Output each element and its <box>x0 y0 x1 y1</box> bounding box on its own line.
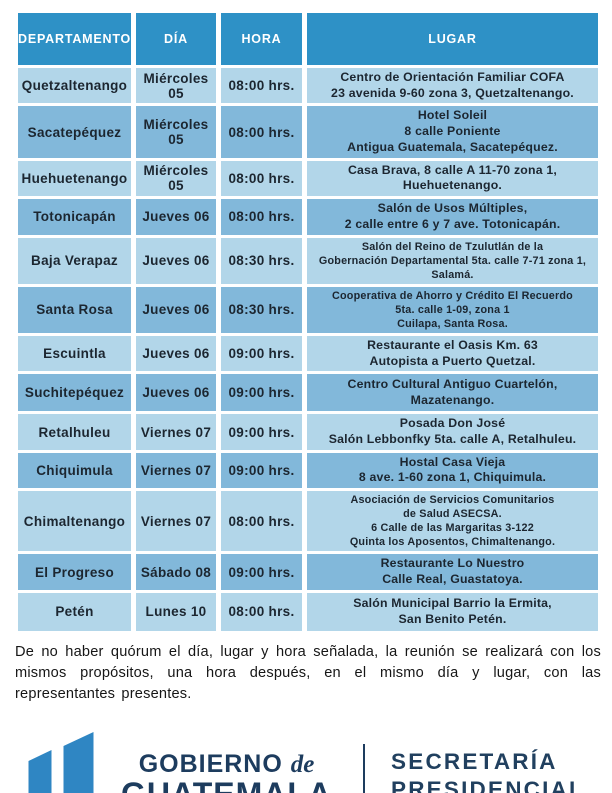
footer-branding: GOBIERNO de GUATEMALA DR. ALEJANDRO GIAM… <box>18 729 595 793</box>
guatemala-word: GUATEMALA <box>118 778 335 793</box>
vertical-divider <box>363 743 366 793</box>
table-row: Huehuetenango Miércoles 05 08:00 hrs. Casa … <box>18 160 598 197</box>
cell-departamento: Totonicapán <box>18 199 131 235</box>
table-header-row: DEPARTAMENTO DÍA HORA LUGAR <box>18 13 598 65</box>
cell-dia: Lunes 10 <box>136 592 216 631</box>
table-row: Petén Lunes 10 08:00 hrs. Salón Municipal B… <box>18 592 598 631</box>
cell-hora: 09:00 hrs. <box>221 335 302 372</box>
cell-departamento: Escuintla <box>18 335 131 372</box>
cell-dia: Viernes 07 <box>136 491 216 552</box>
table-row: El Progreso Sábado 08 09:00 hrs. Restaurant… <box>18 554 598 590</box>
gobierno-logo-text: GOBIERNO de GUATEMALA DR. ALEJANDRO GIAM… <box>118 749 335 793</box>
cell-dia: Viernes 07 <box>136 414 216 450</box>
schedule-table: DEPARTAMENTO DÍA HORA LUGAR Quetzaltenango M… <box>13 10 603 634</box>
table-row: Chiquimula Viernes 07 09:00 hrs. Hostal Cas… <box>18 452 598 489</box>
cell-dia: Miércoles 05 <box>136 68 216 104</box>
cell-hora: 08:30 hrs. <box>221 237 302 284</box>
table-row: Totonicapán Jueves 06 08:00 hrs. Salón de U… <box>18 199 598 235</box>
de-word: de <box>290 750 315 778</box>
cell-lugar: Casa Brava, 8 calle A 11-70 zona 1, Huehu… <box>307 160 598 197</box>
cell-departamento: Retalhuleu <box>18 414 131 450</box>
cell-hora: 08:00 hrs. <box>221 68 302 104</box>
cell-hora: 09:00 hrs. <box>221 452 302 489</box>
gobierno-line: GOBIERNO de <box>118 749 335 778</box>
cell-dia: Jueves 06 <box>136 199 216 235</box>
gobierno-logo-bars-icon <box>28 732 94 793</box>
table-row: Santa Rosa Jueves 06 08:30 hrs. Cooperativa… <box>18 286 598 333</box>
cell-lugar: Centro de Orientación Familiar COFA 23 av… <box>307 68 598 104</box>
cell-departamento: Petén <box>18 592 131 631</box>
table-row: Retalhuleu Viernes 07 09:00 hrs. Posada Don… <box>18 414 598 450</box>
cell-departamento: Quetzaltenango <box>18 68 131 104</box>
quorum-note: De no haber quórum el día, lugar y hora … <box>15 643 601 703</box>
cell-dia: Jueves 06 <box>136 335 216 372</box>
table-row: Suchitepéquez Jueves 06 09:00 hrs. Centro C… <box>18 374 598 412</box>
cell-dia: Viernes 07 <box>136 452 216 489</box>
cell-hora: 08:00 hrs. <box>221 199 302 235</box>
cell-lugar: Salón de Usos Múltiples, 2 calle entre 6 … <box>307 199 598 235</box>
cell-hora: 09:00 hrs. <box>221 554 302 590</box>
cell-lugar: Restaurante el Oasis Km. 63 Autopista a P… <box>307 335 598 372</box>
cell-departamento: Chimaltenango <box>18 491 131 552</box>
cell-dia: Miércoles 05 <box>136 160 216 197</box>
cell-lugar: Asociación de Servicios Comunitarios de S… <box>307 491 598 552</box>
cell-lugar: Cooperativa de Ahorro y Crédito El Recue… <box>307 286 598 333</box>
cell-dia: Jueves 06 <box>136 237 216 284</box>
table-row: Escuintla Jueves 06 09:00 hrs. Restaurante … <box>18 335 598 372</box>
cell-dia: Sábado 08 <box>136 554 216 590</box>
cell-lugar: Centro Cultural Antiguo Cuartelón, Mazate… <box>307 374 598 412</box>
cell-departamento: Chiquimula <box>18 452 131 489</box>
table-row: Baja Verapaz Jueves 06 08:30 hrs. Salón del… <box>18 237 598 284</box>
cell-dia: Jueves 06 <box>136 286 216 333</box>
cell-lugar: Salón Municipal Barrio la Ermita, San Ben… <box>307 592 598 631</box>
cell-hora: 08:00 hrs. <box>221 592 302 631</box>
cell-hora: 08:00 hrs. <box>221 491 302 552</box>
cell-dia: Jueves 06 <box>136 374 216 412</box>
cell-departamento: Santa Rosa <box>18 286 131 333</box>
seprem-line-2: PRESIDENCIAL <box>391 776 585 793</box>
column-header-lugar: LUGAR <box>307 13 598 65</box>
seprem-title: SECRETARÍA PRESIDENCIAL DE LA MUJER <box>391 748 585 793</box>
table-row: Quetzaltenango Miércoles 05 08:00 hrs. Cent… <box>18 68 598 104</box>
cell-hora: 08:00 hrs. <box>221 106 302 158</box>
cell-departamento: El Progreso <box>18 554 131 590</box>
cell-departamento: Suchitepéquez <box>18 374 131 412</box>
table-row: Chimaltenango Viernes 07 08:00 hrs. Asociac… <box>18 491 598 552</box>
cell-hora: 08:30 hrs. <box>221 286 302 333</box>
cell-hora: 09:00 hrs. <box>221 374 302 412</box>
seprem-line-1: SECRETARÍA <box>391 748 558 774</box>
cell-departamento: Huehuetenango <box>18 160 131 197</box>
cell-lugar: Restaurante Lo Nuestro Calle Real, Guasta… <box>307 554 598 590</box>
cell-hora: 08:00 hrs. <box>221 160 302 197</box>
column-header-departamento: DEPARTAMENTO <box>18 13 131 65</box>
cell-lugar: Hotel Soleil 8 calle Poniente Antigua Guat… <box>307 106 598 158</box>
column-header-dia: DÍA <box>136 13 216 65</box>
cell-hora: 09:00 hrs. <box>221 414 302 450</box>
table-row: Sacatepéquez Miércoles 05 08:00 hrs. Hotel … <box>18 106 598 158</box>
cell-dia: Miércoles 05 <box>136 106 216 158</box>
cell-lugar: Posada Don José Salón Lebbonfky 5ta. call… <box>307 414 598 450</box>
cell-departamento: Baja Verapaz <box>18 237 131 284</box>
gobierno-word: GOBIERNO <box>138 749 283 778</box>
cell-lugar: Hostal Casa Vieja 8 ave. 1-60 zona 1, Chi… <box>307 452 598 489</box>
cell-lugar: Salón del Reino de Tzulutlán de la Gobern… <box>307 237 598 284</box>
column-header-hora: HORA <box>221 13 302 65</box>
cell-departamento: Sacatepéquez <box>18 106 131 158</box>
